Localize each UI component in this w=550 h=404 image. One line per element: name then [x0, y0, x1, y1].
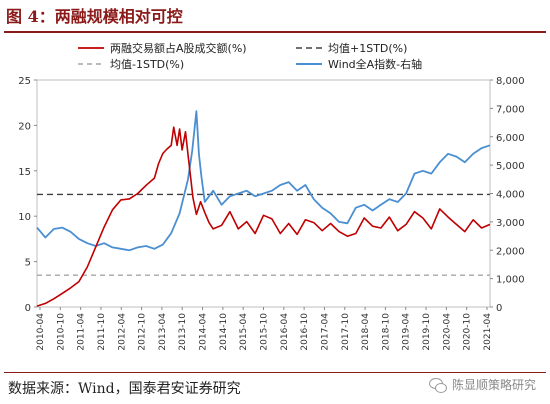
x-tick-label: 2017-04: [320, 313, 330, 351]
x-tick-label: 2020-10: [463, 313, 473, 351]
x-tick-label: 2021-04: [483, 313, 493, 351]
source-rule: [4, 372, 546, 373]
x-tick-label: 2011-10: [97, 313, 107, 351]
x-tick-label: 2018-04: [361, 313, 371, 351]
x-tick-label: 2014-04: [199, 313, 209, 351]
x-tick-label: 2016-10: [300, 313, 310, 351]
x-tick-label: 2012-04: [117, 313, 127, 351]
legend-label: 均值-1STD(%): [110, 58, 184, 71]
y-left-tick-label: 10: [18, 212, 31, 223]
y-left-tick-label: 15: [18, 167, 31, 178]
y-right-tick-label: 6,000: [496, 133, 525, 144]
y-left-tick-label: 5: [25, 258, 31, 269]
x-tick-label: 2013-04: [158, 313, 168, 351]
y-left-tick-label: 20: [18, 121, 31, 132]
y-right-tick-label: 1,000: [496, 275, 525, 286]
margin-ratio-line: [36, 126, 491, 307]
legend-label: Wind全A指数-右轴: [328, 57, 422, 71]
y-right-tick-label: 4,000: [496, 190, 525, 201]
y-right-tick-label: 8,000: [496, 76, 525, 87]
wind-all-a-line: [36, 110, 491, 252]
x-tick-label: 2019-04: [402, 313, 412, 351]
x-tick-label: 2018-10: [381, 313, 391, 351]
title-rule: [4, 31, 546, 33]
x-tick-label: 2014-10: [219, 313, 229, 351]
figure-title: 图 4：两融规模相对可控: [6, 7, 183, 26]
watermark-text: 陈显顺策略研究: [451, 378, 536, 392]
x-tick-label: 2016-04: [280, 313, 290, 351]
x-tick-label: 2017-10: [341, 313, 351, 351]
y-right-tick-label: 3,000: [496, 218, 525, 229]
x-tick-label: 2012-10: [138, 313, 148, 351]
chart: 0 5 10 15 20 25 0 1,000 2,000 3,000 4,000 5,000 6,0…: [18, 41, 525, 351]
x-tick-label: 2010-10: [56, 313, 66, 351]
x-tick-label: 2013-10: [178, 313, 188, 351]
x-tick-label: 2019-10: [422, 313, 432, 351]
watermark: 陈显顺策略研究: [428, 376, 536, 393]
wechat-icon: [428, 377, 447, 393]
y-right-tick-label: 0: [496, 303, 502, 314]
x-tick-label: 2020-04: [442, 313, 452, 351]
y-right-tick-label: 7,000: [496, 104, 525, 115]
y-left-tick-label: 0: [25, 303, 31, 314]
x-tick-label: 2015-10: [260, 313, 270, 351]
legend-label: 两融交易额占A股成交额(%): [110, 41, 247, 55]
y-left-tick-label: 25: [18, 76, 31, 87]
x-tick-label: 2010-04: [36, 313, 46, 351]
x-tick-label: 2011-04: [77, 313, 87, 351]
legend-label: 均值+1STD(%): [328, 42, 407, 55]
x-tick-label: 2015-04: [239, 313, 249, 351]
source-note: 数据来源：Wind，国泰君安证券研究: [8, 381, 241, 397]
y-right-tick-label: 5,000: [496, 161, 525, 172]
y-right-tick-label: 2,000: [496, 246, 525, 257]
